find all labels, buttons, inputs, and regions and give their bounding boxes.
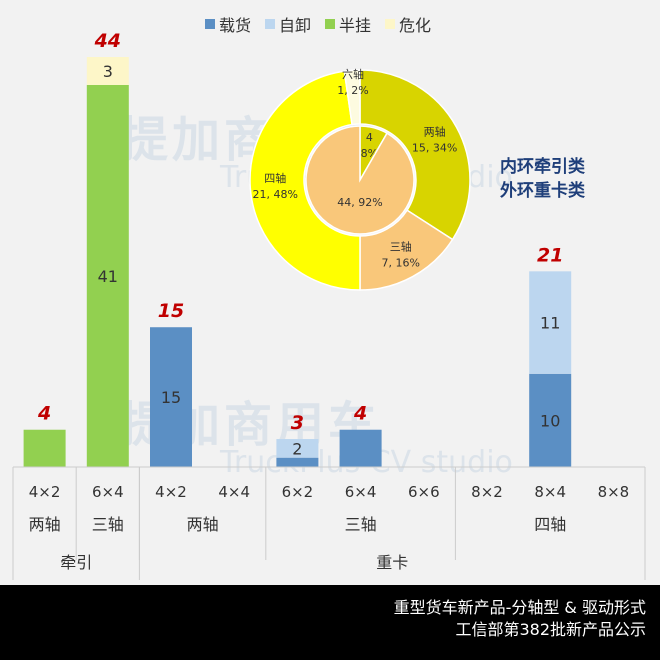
category-tick: 8×4 <box>534 483 566 501</box>
axle-group-label: 三轴 <box>92 515 124 534</box>
outer-slice <box>249 70 361 291</box>
legend-swatch <box>205 19 215 29</box>
footer-title: 重型货车新产品-分轴型 & 驱动形式 <box>393 598 646 617</box>
category-tick: 6×4 <box>92 483 124 501</box>
category-tick: 4×2 <box>29 483 61 501</box>
category-tick: 4×4 <box>218 483 250 501</box>
bar-segment <box>150 327 192 467</box>
legend-item: 危化 <box>385 12 431 36</box>
note-inner: 内环牵引类 <box>500 157 585 177</box>
category-tick: 8×2 <box>471 483 503 501</box>
legend-label: 危化 <box>399 16 432 35</box>
legend-swatch <box>385 19 396 29</box>
axle-group-label: 两轴 <box>187 515 219 534</box>
axle-group-label: 四轴 <box>534 515 566 534</box>
segment-label: 11 <box>540 314 560 333</box>
bar-segment <box>529 271 572 374</box>
category-tick: 6×4 <box>345 483 377 501</box>
inner-slice-value: 4 <box>366 131 373 144</box>
total-label: 3 <box>291 412 304 434</box>
legend: 载货 自卸 半挂 危化 <box>205 12 431 36</box>
legend-label: 载货 <box>219 16 252 35</box>
total-label: 4 <box>37 403 51 425</box>
legend-label: 自卸 <box>279 16 312 35</box>
category-tick: 6×6 <box>408 483 440 501</box>
legend-item: 载货 <box>205 12 251 36</box>
outer-slice-label: 两轴 <box>424 124 446 138</box>
inner-slice <box>305 125 415 235</box>
footer-subtitle: 工信部第382批新产品公示 <box>455 620 646 639</box>
legend-swatch <box>265 19 276 29</box>
total-label: 4 <box>353 403 367 425</box>
type-group-label: 重卡 <box>376 553 408 572</box>
axle-group-label: 三轴 <box>345 515 377 534</box>
outer-slice <box>359 69 471 241</box>
segment-label: 15 <box>161 388 181 407</box>
segment-label: 3 <box>103 62 113 81</box>
legend-label: 半挂 <box>339 16 372 35</box>
outer-slice-value: 1, 2% <box>337 84 368 97</box>
segment-label: 2 <box>292 439 302 458</box>
category-tick: 4×2 <box>155 483 187 501</box>
outer-slice-value: 21, 48% <box>252 188 297 201</box>
bar-segment <box>86 84 129 468</box>
segment-label: 10 <box>540 411 560 430</box>
outer-slice-label: 三轴 <box>390 240 412 254</box>
bar-segment <box>276 439 319 458</box>
outer-slice-label: 四轴 <box>264 171 286 185</box>
bar-segment <box>23 429 66 467</box>
donut-note: 内环牵引类 外环重卡类 <box>500 155 585 203</box>
outer-slice <box>343 69 361 126</box>
category-tick: 8×8 <box>598 483 630 501</box>
legend-swatch <box>325 19 336 29</box>
category-tick: 6×2 <box>282 483 314 501</box>
total-label: 21 <box>537 244 563 266</box>
note-outer: 外环重卡类 <box>500 181 585 201</box>
axle-group-label: 两轴 <box>29 515 61 534</box>
outer-slice-value: 7, 16% <box>382 257 420 270</box>
type-group-label: 牵引 <box>60 553 92 572</box>
chart-svg: 4 4×2 41 3 44 6×4 15 15 4×2 4×4 2 3 6×2 4 6×4 6×6 8×2 10 1… <box>12 30 646 580</box>
legend-item: 自卸 <box>265 12 311 36</box>
outer-slice-label: 六轴 <box>342 67 364 81</box>
bar-segment <box>339 429 382 467</box>
segment-label: 41 <box>98 267 118 286</box>
inner-slice-value: 44, 92% <box>337 196 382 209</box>
footer: 重型货车新产品-分轴型 & 驱动形式 工信部第382批新产品公示 <box>0 585 660 660</box>
total-label: 44 <box>94 30 121 52</box>
bar-segment <box>276 457 319 467</box>
bar-segment <box>529 373 572 467</box>
outer-slice-value: 15, 34% <box>412 141 457 154</box>
bar-segment <box>86 57 129 85</box>
total-label: 15 <box>158 300 184 322</box>
legend-item: 半挂 <box>325 12 371 36</box>
